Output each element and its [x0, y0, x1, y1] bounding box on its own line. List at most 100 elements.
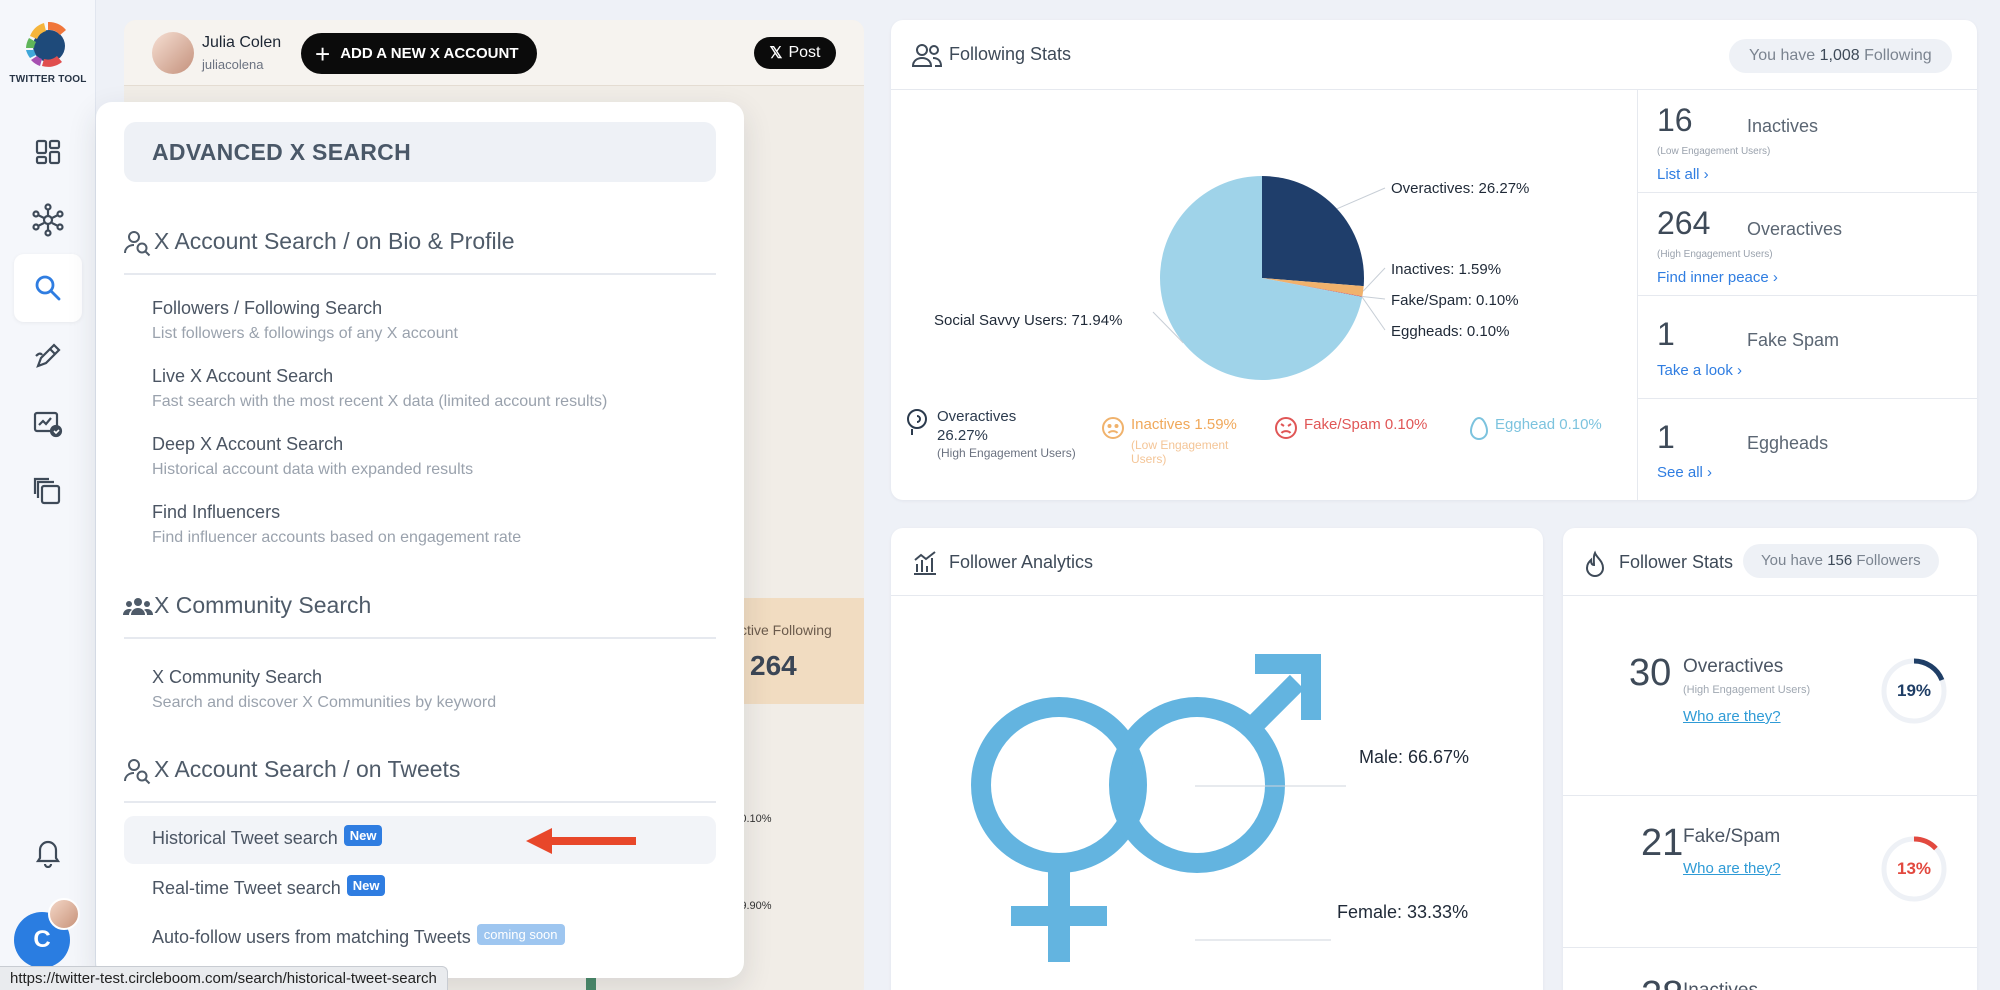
legend-overactives-pct: 26.27%	[937, 426, 988, 444]
pie-label-eggheads: Eggheads: 0.10%	[1391, 323, 1510, 340]
legend-overactives: Overactives 26.27% (High Engagement User…	[905, 408, 1076, 461]
sidebar-item-network[interactable]	[14, 186, 82, 254]
male-symbol	[1109, 654, 1321, 873]
stat-label: Inactives	[1747, 116, 1819, 136]
legend-inactives: Inactives 1.59% (Low Engagement Users)	[1101, 416, 1237, 467]
menu-item-desc: List followers & followings of any X acc…	[152, 325, 458, 342]
notifications-button[interactable]	[14, 818, 82, 886]
who-are-they-link[interactable]: Who are they?	[1683, 860, 1781, 877]
legend-inactives-sub: (Low Engagement	[1131, 438, 1229, 452]
stat-sub: (High Engagement Users)	[1683, 684, 1811, 696]
angry-face-icon	[1275, 417, 1297, 439]
pill-prefix: You have	[1749, 47, 1820, 64]
stat-label: Overactives	[1683, 656, 1784, 677]
pie-leader-line	[1362, 296, 1386, 300]
stat-label: Eggheads	[1747, 433, 1829, 453]
pie-label-overactives: Overactives: 26.27%	[1391, 180, 1530, 197]
card-header: Following Stats You have 1,008 Following	[891, 20, 1977, 90]
sidebar-item-compose[interactable]	[14, 322, 82, 390]
sidebar-item-search[interactable]	[14, 254, 82, 322]
coming-soon-badge: coming soon	[476, 924, 565, 945]
menu-item-find-influencers[interactable]: Find Influencers Find influencer account…	[152, 502, 712, 547]
legend-egghead-text: Egghead 0.10%	[1495, 416, 1602, 433]
menu-title: ADVANCED X SEARCH	[124, 122, 716, 182]
sidebar-item-analytics[interactable]	[14, 390, 82, 458]
stat-number: 16	[1657, 102, 1693, 138]
follower-stat-row-fake-spam: 21 Fake/Spam Who are they? 13%	[1563, 796, 1977, 948]
stat-link-find-inner-peace[interactable]: Find inner peace ›	[1657, 269, 1778, 286]
legend-inactives-title: Inactives 1.59%	[1131, 416, 1237, 433]
menu-item-auto-follow[interactable]: Auto-follow users from matching Tweets c…	[152, 924, 565, 948]
section-title-tweets: X Account Search / on Tweets	[124, 756, 461, 785]
menu-item-followers-following[interactable]: Followers / Following Search List follow…	[152, 298, 712, 343]
stat-sub: (Low Engagement Users)	[1657, 146, 1771, 157]
circleboom-logo-icon	[26, 21, 66, 67]
add-account-button[interactable]: + ADD A NEW X ACCOUNT	[301, 33, 537, 74]
pie-slice-social-savvy-users[interactable]	[1160, 176, 1363, 380]
menu-item-title: Find Influencers	[152, 502, 281, 522]
pie-leader-line	[1152, 311, 1184, 344]
followers-count: 156	[1827, 552, 1853, 569]
users-group-icon	[123, 598, 153, 615]
card-header: Follower Stats You have 156 Followers	[1563, 528, 1977, 596]
menu-item-live-search[interactable]: Live X Account Search Fast search with t…	[152, 366, 712, 411]
followers-count-pill: You have 156 Followers	[1743, 544, 1939, 578]
stat-link-take-a-look[interactable]: Take a look ›	[1657, 362, 1743, 379]
menu-item-desc: Find influencer accounts based on engage…	[152, 529, 522, 546]
stat-number: 30	[1629, 652, 1672, 694]
stat-label: Inactives	[1683, 980, 1758, 990]
progress-ring	[1881, 836, 1947, 902]
card-title: Following Stats	[949, 44, 1072, 64]
pie-slice-overactives[interactable]	[1262, 176, 1364, 287]
menu-item-historical-tweet-search[interactable]: Historical Tweet search New	[152, 825, 383, 849]
legend-overactives-title: Overactives	[937, 408, 1017, 425]
follower-stat-row-overactives: 30 Overactives (High Engagement Users) W…	[1563, 596, 1977, 796]
post-button[interactable]: 𝕏 Post	[754, 37, 836, 69]
user-avatar[interactable]	[152, 32, 194, 74]
progress-value: 19%	[1896, 681, 1932, 700]
stat-link-list-all[interactable]: List all ›	[1657, 166, 1709, 183]
stat-number: 1	[1657, 316, 1675, 352]
card-header: Follower Analytics	[891, 528, 1543, 596]
section-title-text: X Account Search / on Tweets	[154, 756, 461, 782]
legend-egghead: Egghead 0.10%	[1469, 416, 1602, 440]
section-title-text: X Account Search / on Bio & Profile	[154, 228, 515, 254]
sidebar-item-copy[interactable]	[14, 458, 82, 526]
divider	[124, 801, 716, 803]
logo[interactable]: TWITTER TOOL	[0, 18, 96, 85]
inactive-following-card: ctive Following 264	[740, 598, 864, 704]
network-icon	[32, 203, 64, 237]
user-search-icon	[124, 231, 151, 257]
legend-fake-text: Fake/Spam 0.10%	[1304, 416, 1428, 433]
plus-icon: +	[315, 38, 331, 69]
bar-fragment	[586, 975, 632, 990]
menu-item-realtime-tweet-search[interactable]: Real-time Tweet search New	[152, 875, 386, 899]
avatar	[48, 898, 80, 930]
progress-ring	[1881, 658, 1947, 724]
user-name: Julia Colen	[202, 34, 282, 51]
following-stats-card: Following Stats You have 1,008 Following…	[891, 20, 1977, 500]
menu-item-community-search[interactable]: X Community Search Search and discover X…	[152, 667, 712, 712]
who-are-they-link[interactable]: Who are they?	[1683, 708, 1781, 725]
following-count: 1,008	[1819, 47, 1860, 64]
stat-row-eggheads: 1 Eggheads See all ›	[1637, 399, 1977, 500]
sidebar-item-dashboard[interactable]	[14, 118, 82, 186]
analytics-check-icon	[33, 411, 63, 438]
stat-label: Fake/Spam	[1683, 826, 1781, 847]
menu-item-desc: Historical account data with expanded re…	[152, 461, 474, 478]
stat-row-inactives: 16 Inactives (Low Engagement Users) List…	[1637, 90, 1977, 193]
search-icon	[35, 275, 61, 301]
menu-item-deep-search[interactable]: Deep X Account Search Historical account…	[152, 434, 712, 479]
divider	[124, 637, 716, 639]
new-badge: New	[343, 825, 383, 846]
stat-link-see-all[interactable]: See all ›	[1657, 464, 1713, 481]
add-account-label: ADD A NEW X ACCOUNT	[340, 45, 519, 62]
stat-label: Fake Spam	[1747, 330, 1840, 350]
account-topbar: Julia Colen juliacolena + ADD A NEW X AC…	[124, 20, 864, 86]
pie-slice-inactives[interactable]	[1262, 278, 1364, 297]
new-badge: New	[346, 875, 386, 896]
pie-slice-eggheads[interactable]	[1262, 278, 1363, 298]
pie-slice-fake-spam[interactable]	[1262, 278, 1363, 297]
pill-suffix: Following	[1859, 47, 1932, 64]
female-symbol	[971, 697, 1147, 962]
